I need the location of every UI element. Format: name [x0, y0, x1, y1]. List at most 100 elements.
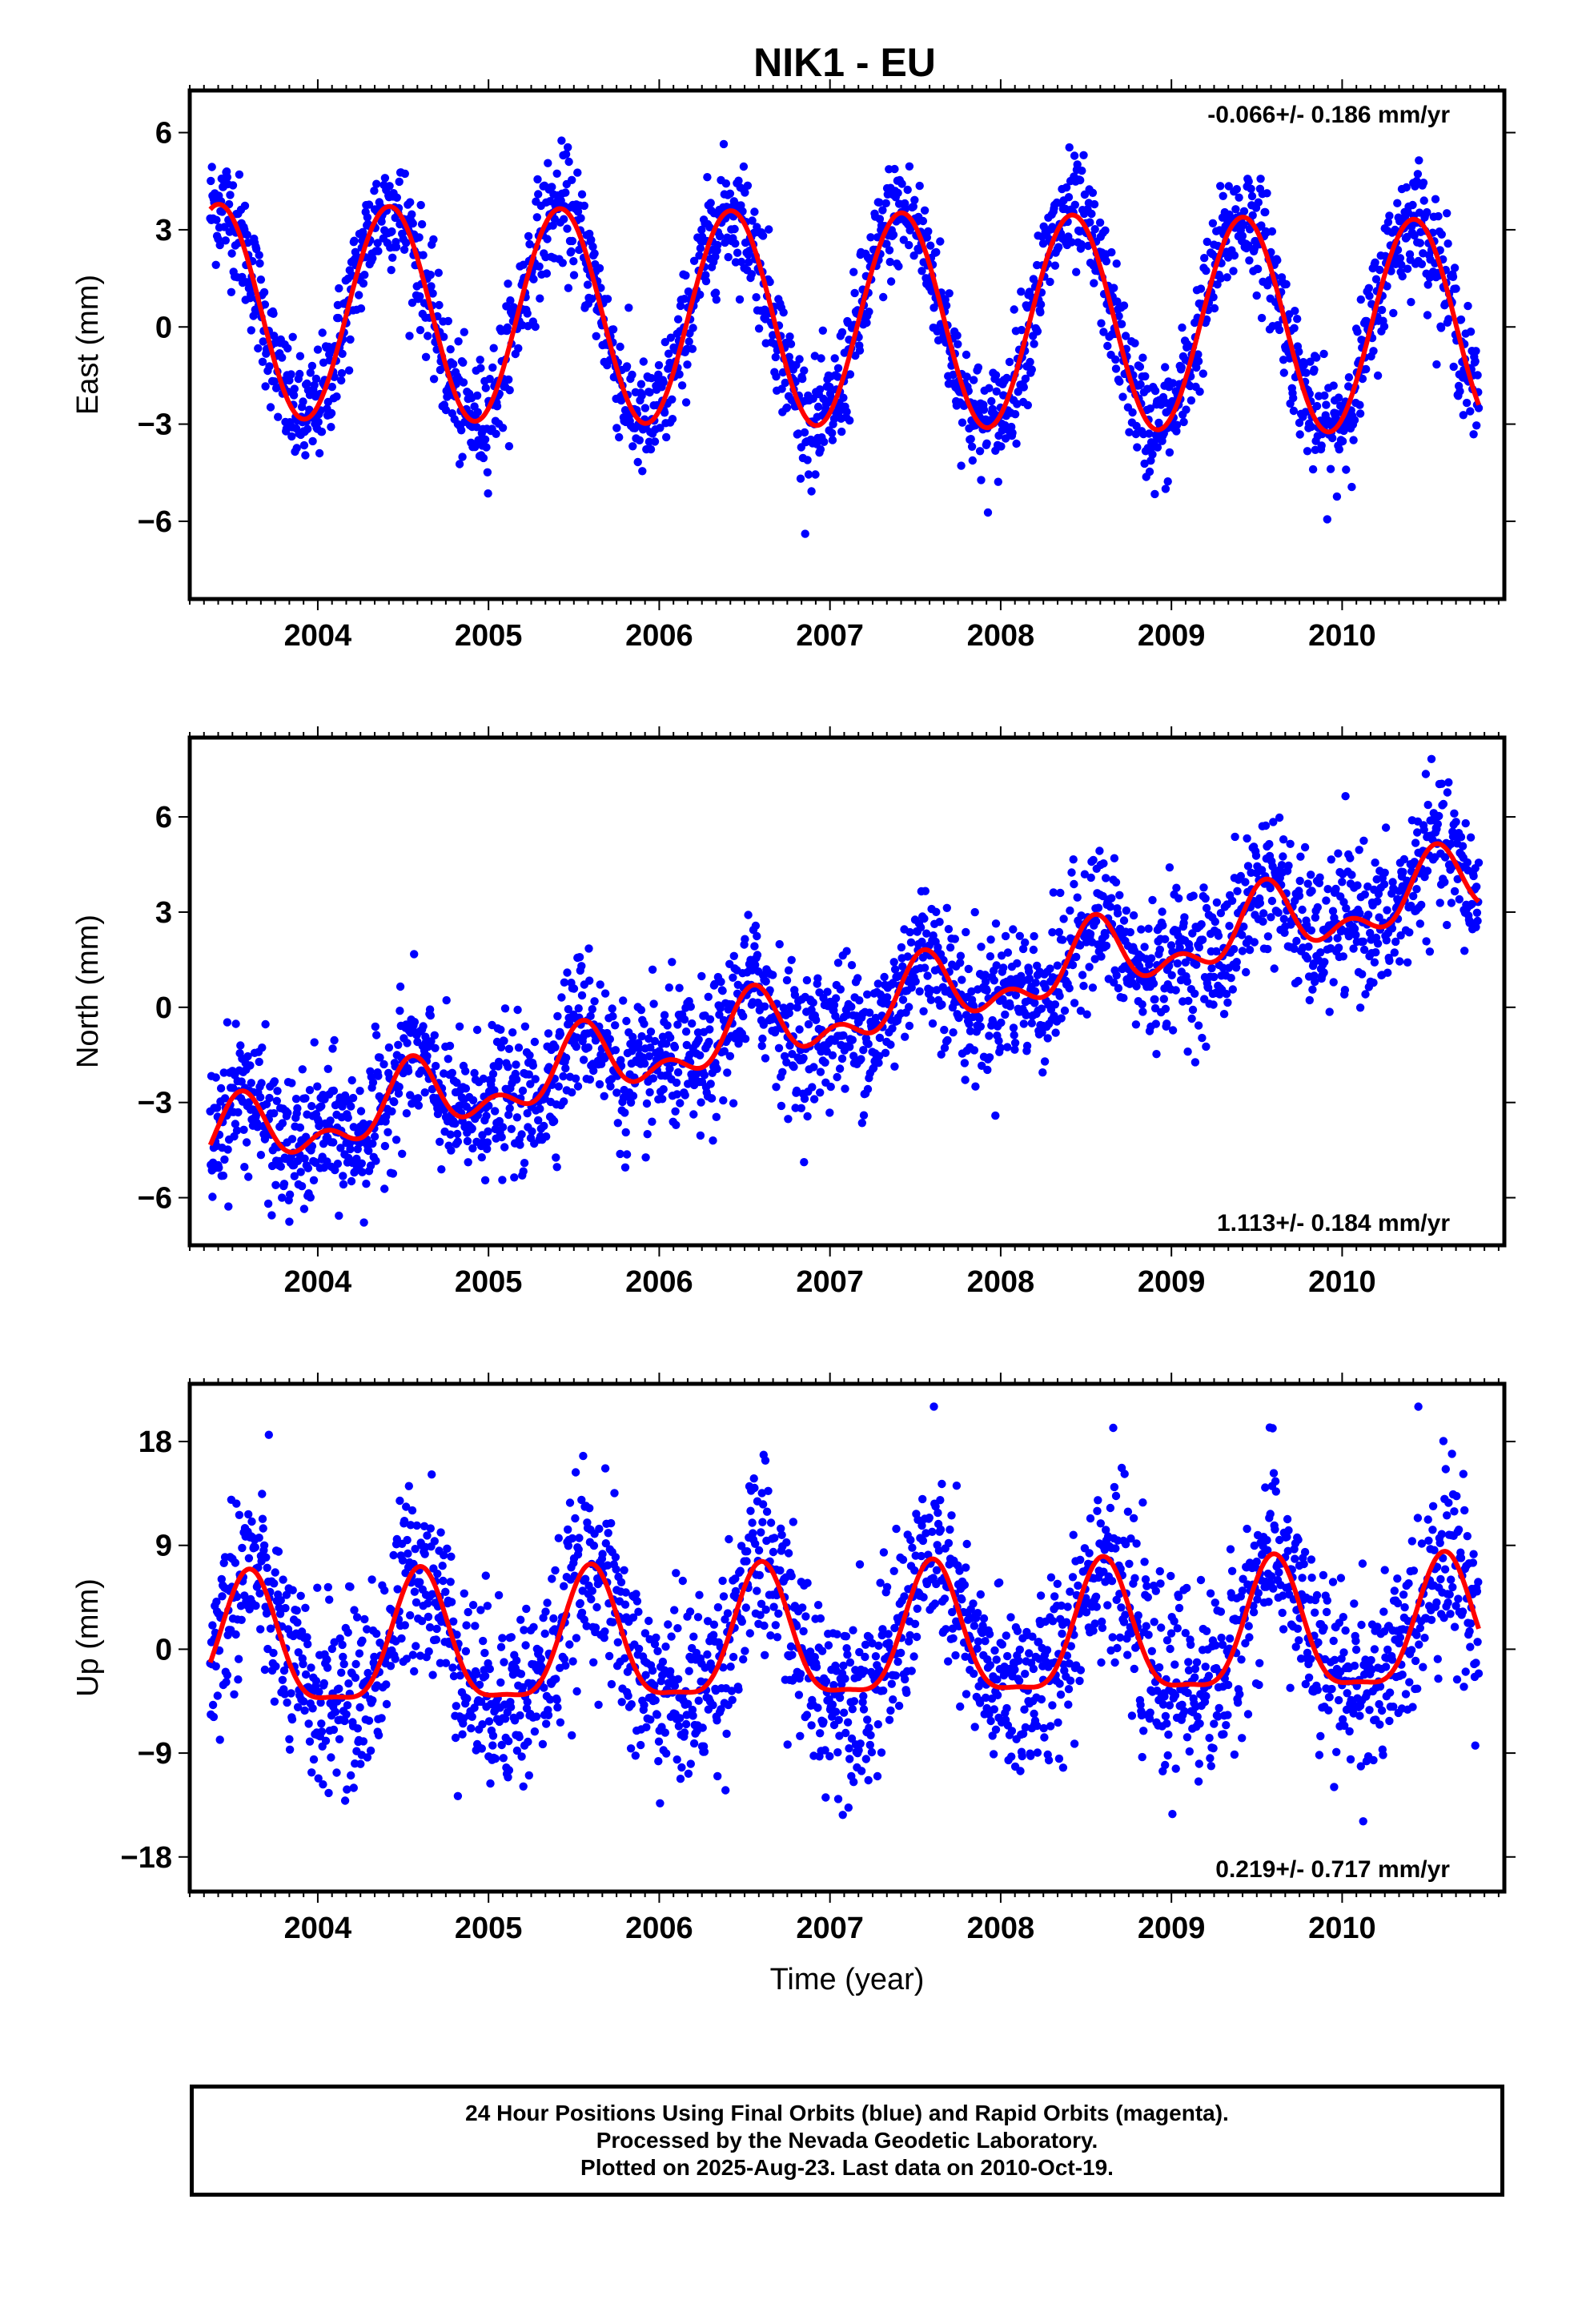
north-point: [949, 1028, 958, 1037]
east-point: [364, 200, 374, 209]
east-point: [646, 444, 656, 454]
north-point: [1031, 979, 1040, 987]
east-point: [1450, 263, 1460, 272]
north-point: [704, 992, 713, 1002]
north-point: [1322, 896, 1331, 905]
north-point: [907, 983, 916, 992]
north-point: [920, 914, 929, 923]
north-point: [315, 1121, 323, 1131]
north-point: [1360, 890, 1370, 899]
north-point: [447, 1146, 456, 1155]
north-point: [371, 1022, 379, 1031]
east-point: [455, 460, 464, 468]
east-point: [564, 157, 573, 167]
north-point: [751, 921, 761, 931]
north-point: [821, 1058, 829, 1068]
east-point: [696, 243, 705, 253]
north-point: [343, 1113, 352, 1122]
north-point: [461, 1084, 471, 1093]
north-point: [1346, 854, 1355, 862]
y-tick-label: 0: [155, 311, 172, 344]
north-point: [916, 923, 926, 932]
north-point: [482, 1112, 491, 1120]
east-point: [1073, 160, 1082, 169]
north-point: [330, 1035, 339, 1045]
east-point: [878, 206, 887, 215]
east-point: [970, 400, 979, 408]
east-point: [1355, 400, 1364, 409]
north-point: [504, 1063, 512, 1072]
north-point: [1082, 1010, 1091, 1019]
north-point: [717, 977, 725, 987]
north-point: [1041, 983, 1050, 992]
east-point: [845, 370, 855, 379]
north-point: [880, 972, 889, 982]
east-point: [306, 368, 315, 377]
north-point: [782, 1058, 791, 1067]
north-point: [470, 1068, 479, 1078]
north-point: [333, 1160, 343, 1168]
north-point: [1207, 963, 1216, 973]
east-point: [1415, 239, 1425, 247]
north-point: [648, 965, 657, 975]
east-point: [426, 271, 435, 279]
east-point: [523, 309, 532, 318]
north-point: [1094, 903, 1103, 912]
north-point: [1447, 899, 1456, 907]
north-point: [224, 1202, 233, 1211]
north-point: [1040, 1057, 1050, 1066]
north-point: [276, 1162, 285, 1171]
north-point: [1399, 867, 1407, 877]
east-point: [1101, 226, 1110, 235]
north-point: [1138, 1000, 1146, 1009]
north-point: [991, 1111, 1000, 1120]
north-point: [563, 968, 572, 977]
east-point: [283, 344, 292, 353]
north-point: [1331, 884, 1340, 894]
east-point: [1135, 362, 1145, 372]
north-point: [682, 1040, 691, 1050]
north-point: [696, 1051, 705, 1060]
east-point: [235, 170, 244, 179]
north-point: [483, 1144, 492, 1154]
north-point: [964, 964, 974, 974]
north-point: [809, 1063, 818, 1072]
north-point: [611, 1021, 620, 1030]
north-point: [1319, 968, 1328, 977]
north-point: [1102, 874, 1110, 883]
east-point: [472, 423, 481, 432]
north-point: [560, 1097, 568, 1106]
north-point: [847, 1003, 856, 1011]
east-point: [765, 225, 773, 234]
north-point: [1140, 943, 1149, 951]
north-point: [420, 1088, 429, 1097]
east-point: [429, 235, 438, 244]
north-point: [982, 986, 991, 995]
east-point: [1140, 459, 1149, 468]
north-point: [1251, 851, 1261, 860]
north-point: [940, 1043, 950, 1052]
north-point: [800, 1094, 809, 1104]
north-point: [804, 1019, 813, 1029]
north-y-label: North (mm): [71, 915, 105, 1068]
north-point: [1076, 941, 1085, 950]
east-point: [1413, 170, 1423, 179]
north-point: [1069, 855, 1078, 864]
y-tick-label: −6: [138, 1182, 172, 1216]
east-point: [1317, 441, 1326, 450]
north-point: [628, 1032, 637, 1042]
east-point: [215, 240, 224, 250]
north-point: [231, 1120, 240, 1128]
north-frame: [187, 735, 1507, 1248]
north-point: [347, 1176, 356, 1186]
north-point: [1303, 954, 1312, 963]
north-point: [1066, 906, 1074, 915]
east-point: [800, 366, 809, 375]
north-point: [605, 1035, 614, 1043]
east-point: [1423, 311, 1432, 320]
east-point: [1369, 347, 1378, 356]
panels: 2004 2005 2006 2007 2008 2009 2010−6−3036East …: [71, 79, 1516, 1996]
north-point: [608, 1011, 617, 1021]
east-point: [564, 143, 572, 152]
east-point: [1203, 237, 1212, 247]
